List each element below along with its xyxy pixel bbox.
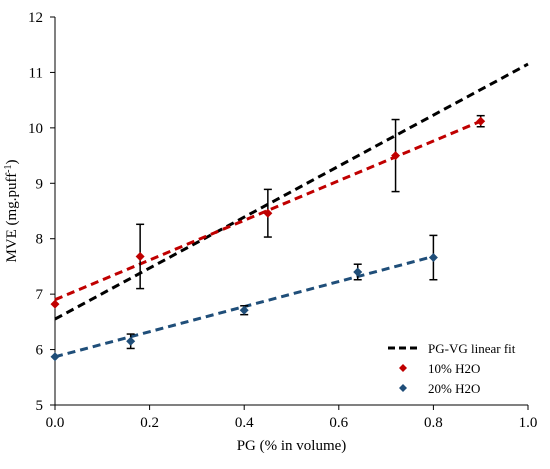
x-tick-label: 0.6 xyxy=(329,415,348,431)
y-axis-label: MVE (mg.puff-1) xyxy=(3,159,20,262)
series-0-point xyxy=(391,151,401,161)
y-tick-label: 8 xyxy=(36,232,44,248)
x-tick-labels: 0.0 0.2 0.4 0.6 0.8 1.0 xyxy=(46,415,538,431)
legend-series-20-label: 20% H2O xyxy=(428,381,480,396)
legend-series-10-label: 10% H2O xyxy=(428,361,480,376)
x-tick-label: 0.4 xyxy=(235,415,254,431)
x-tick-label: 1.0 xyxy=(519,415,538,431)
data-points xyxy=(50,116,486,362)
y-tick-label: 12 xyxy=(28,10,43,26)
series-0-point xyxy=(135,251,145,261)
trend-lines xyxy=(54,62,529,359)
series-1-point xyxy=(50,352,60,362)
y-tick-label: 9 xyxy=(36,176,44,192)
series-0-point xyxy=(50,299,60,309)
series-1-point xyxy=(239,305,249,315)
y-tick-labels: 5 6 7 8 9 10 11 12 xyxy=(28,10,44,414)
pg-vg-linear-fit-line xyxy=(54,62,529,321)
error-bars xyxy=(126,114,485,350)
series-1-point xyxy=(353,267,363,277)
x-tick-label: 0.8 xyxy=(424,415,443,431)
x-tick-label: 0.0 xyxy=(46,415,65,431)
y-axis-label-close: ) xyxy=(4,159,20,164)
x-axis-label: PG (% in volume) xyxy=(237,438,347,454)
axes xyxy=(50,16,529,410)
series-0-point xyxy=(263,208,273,218)
y-tick-label: 10 xyxy=(28,121,43,137)
legend: PG-VG linear fit 10% H2O 20% H2O xyxy=(388,341,516,396)
y-tick-label: 7 xyxy=(36,287,44,303)
series-0-point xyxy=(476,116,486,126)
y-tick-label: 5 xyxy=(36,398,44,414)
series-1-point xyxy=(126,336,136,346)
x-tick-label: 0.2 xyxy=(140,415,159,431)
series-1-point xyxy=(428,253,438,263)
y-axis-label-superscript: -1 xyxy=(3,164,14,172)
y-tick-label: 6 xyxy=(36,343,44,359)
y-axis-label-main: MVE (mg.puff xyxy=(4,173,20,263)
y-tick-label: 11 xyxy=(29,65,43,81)
series-0-trend-line xyxy=(54,119,482,302)
legend-series-20-marker xyxy=(399,384,407,392)
legend-series-10-marker xyxy=(399,364,407,372)
legend-fit-label: PG-VG linear fit xyxy=(428,341,516,356)
